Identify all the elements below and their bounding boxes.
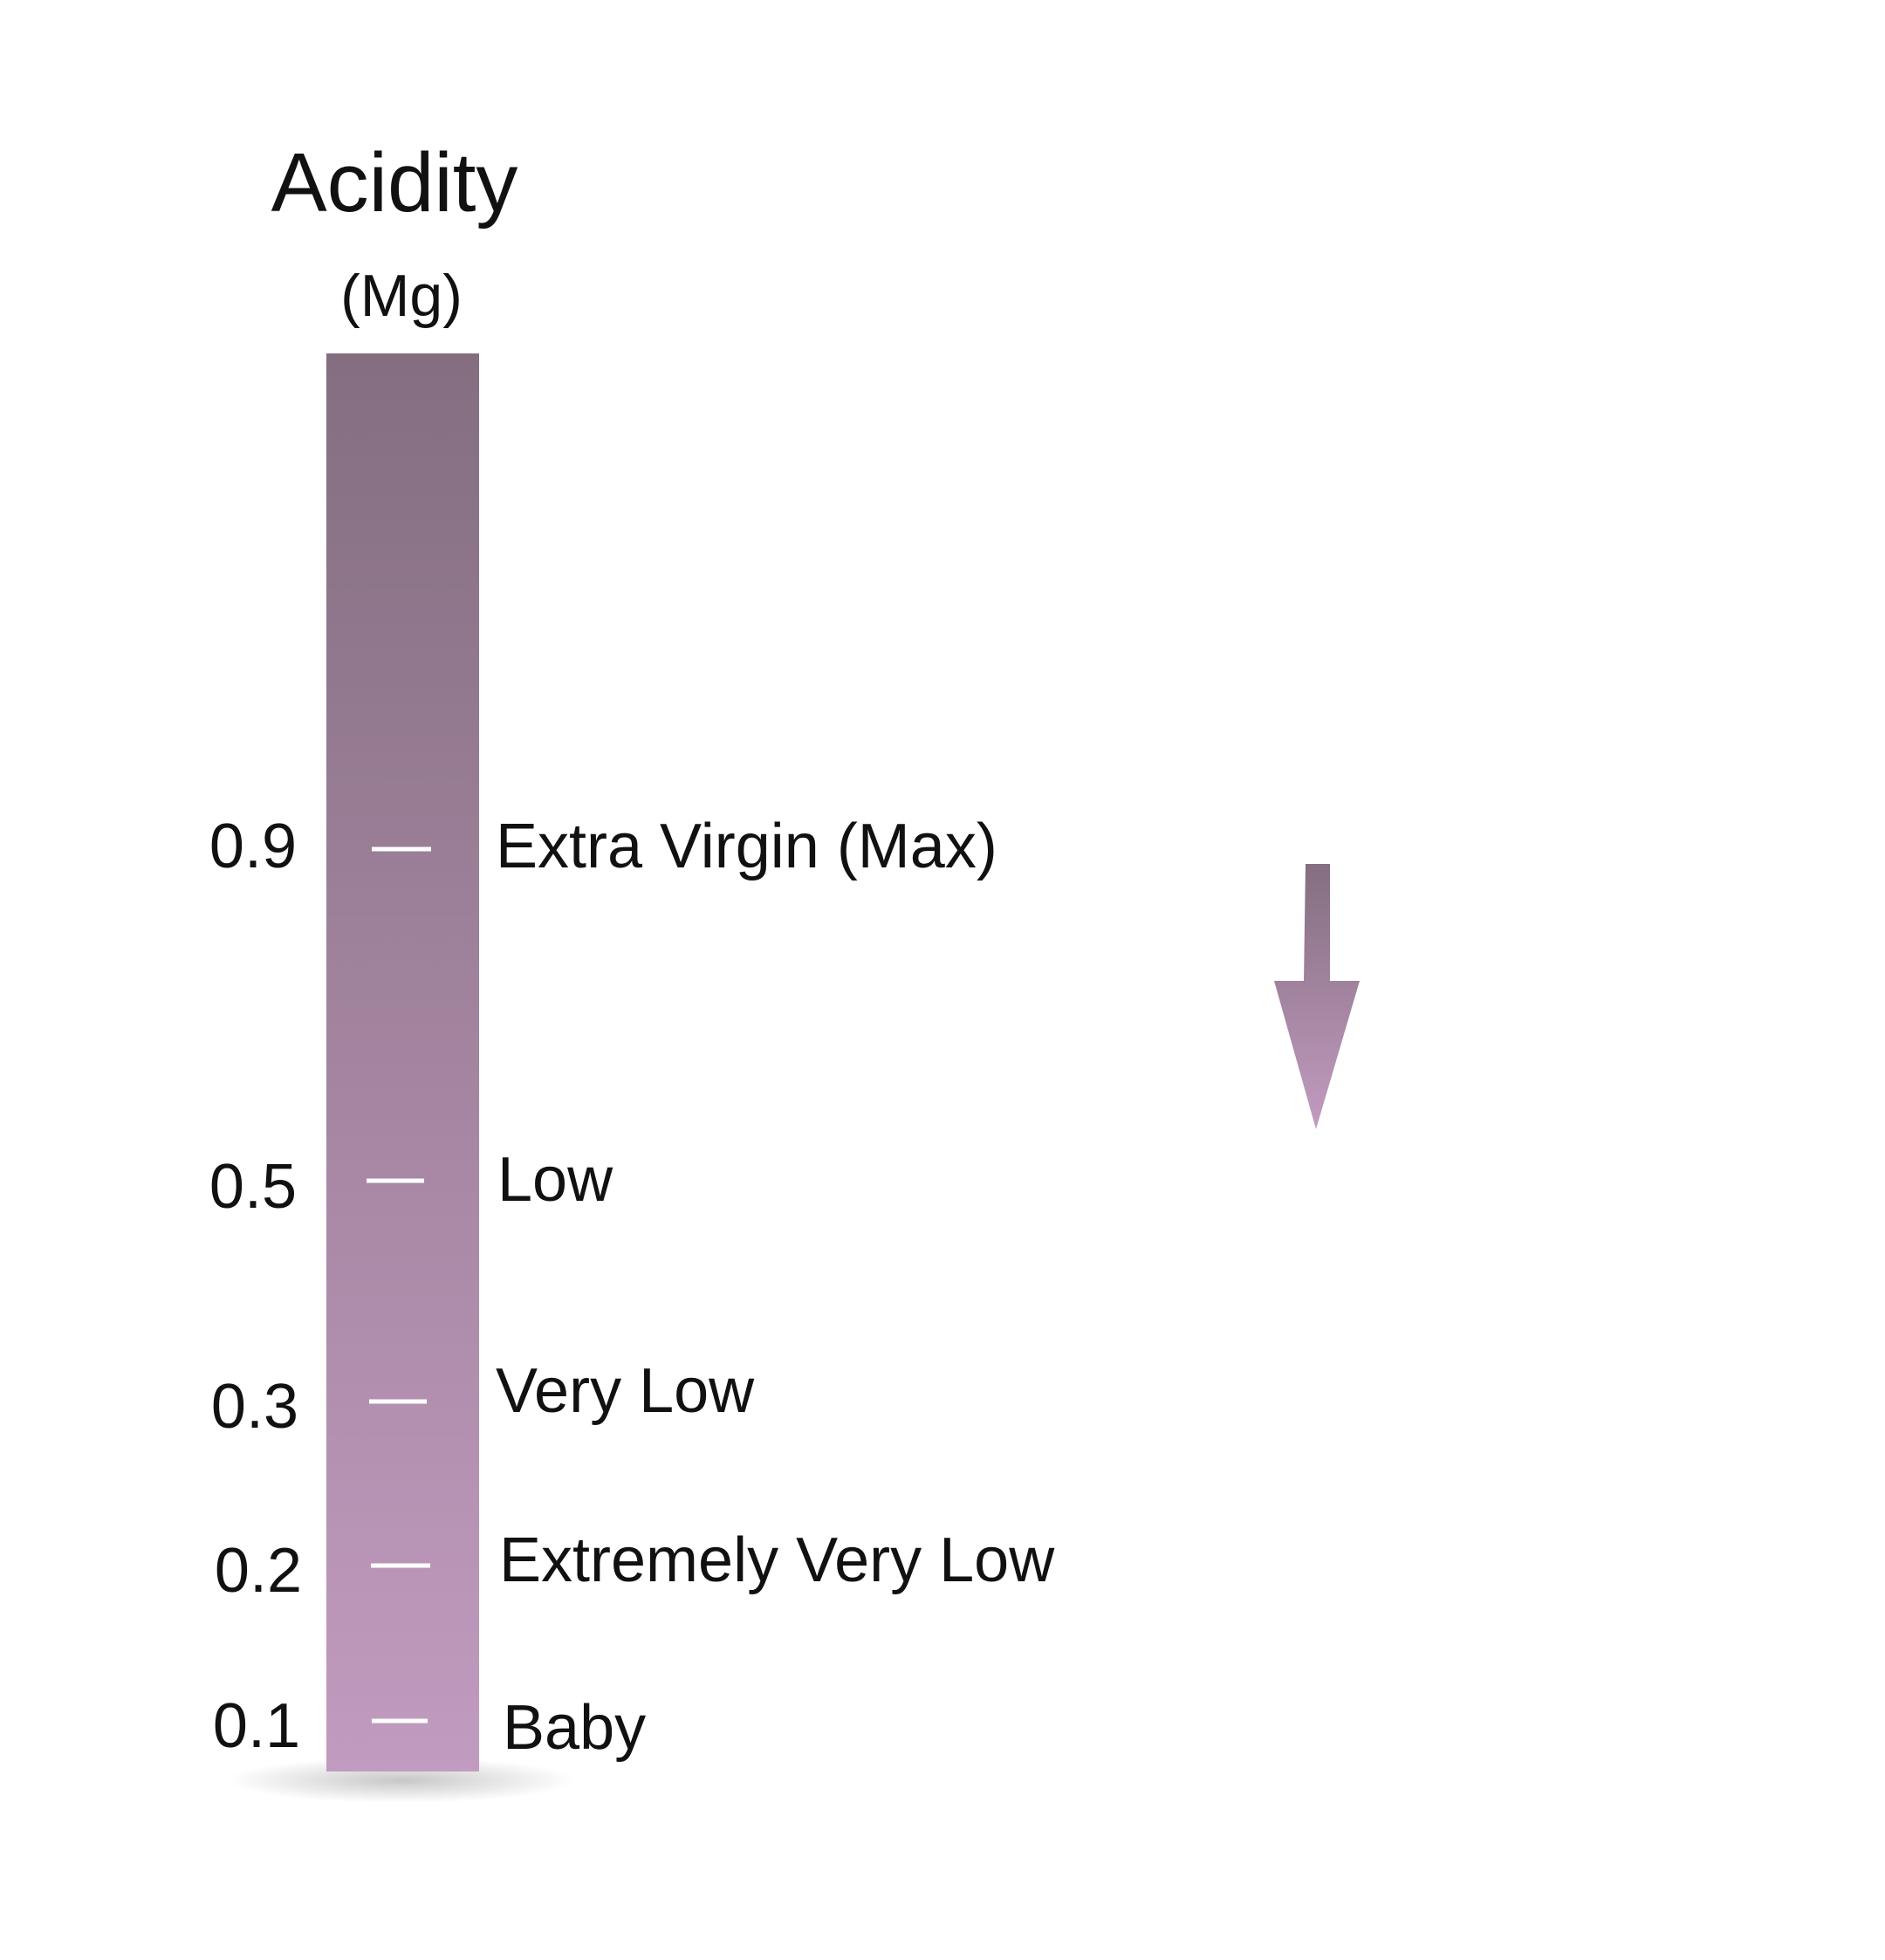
tick-value: 0.9: [209, 812, 297, 881]
bar-shadow: [227, 1758, 576, 1803]
level-0.5: 0.5 Low: [209, 1145, 613, 1222]
arrow-shape: [1274, 864, 1360, 1129]
tick-label: Low: [497, 1145, 613, 1215]
tick-value: 0.3: [211, 1372, 298, 1442]
tick-value: 0.2: [215, 1536, 302, 1606]
level-0.2: 0.2 Extremely Very Low: [215, 1525, 1055, 1606]
tick-label: Extremely Very Low: [499, 1525, 1055, 1595]
scale-title: Acidity: [271, 136, 518, 230]
tick-value: 0.1: [213, 1691, 300, 1761]
scale-unit: (Mg): [340, 263, 463, 329]
arrow-down-icon: [1274, 864, 1360, 1129]
tick-label: Baby: [503, 1693, 646, 1763]
acidity-gradient-bar: [326, 353, 479, 1772]
level-0.3: 0.3 Very Low: [211, 1356, 755, 1442]
tick-value: 0.5: [209, 1152, 297, 1222]
tick-label: Extra Virgin (Max): [496, 812, 997, 881]
level-0.9: 0.9 Extra Virgin (Max): [209, 812, 997, 881]
tick-label: Very Low: [496, 1356, 755, 1426]
level-0.1: 0.1 Baby: [213, 1691, 646, 1763]
